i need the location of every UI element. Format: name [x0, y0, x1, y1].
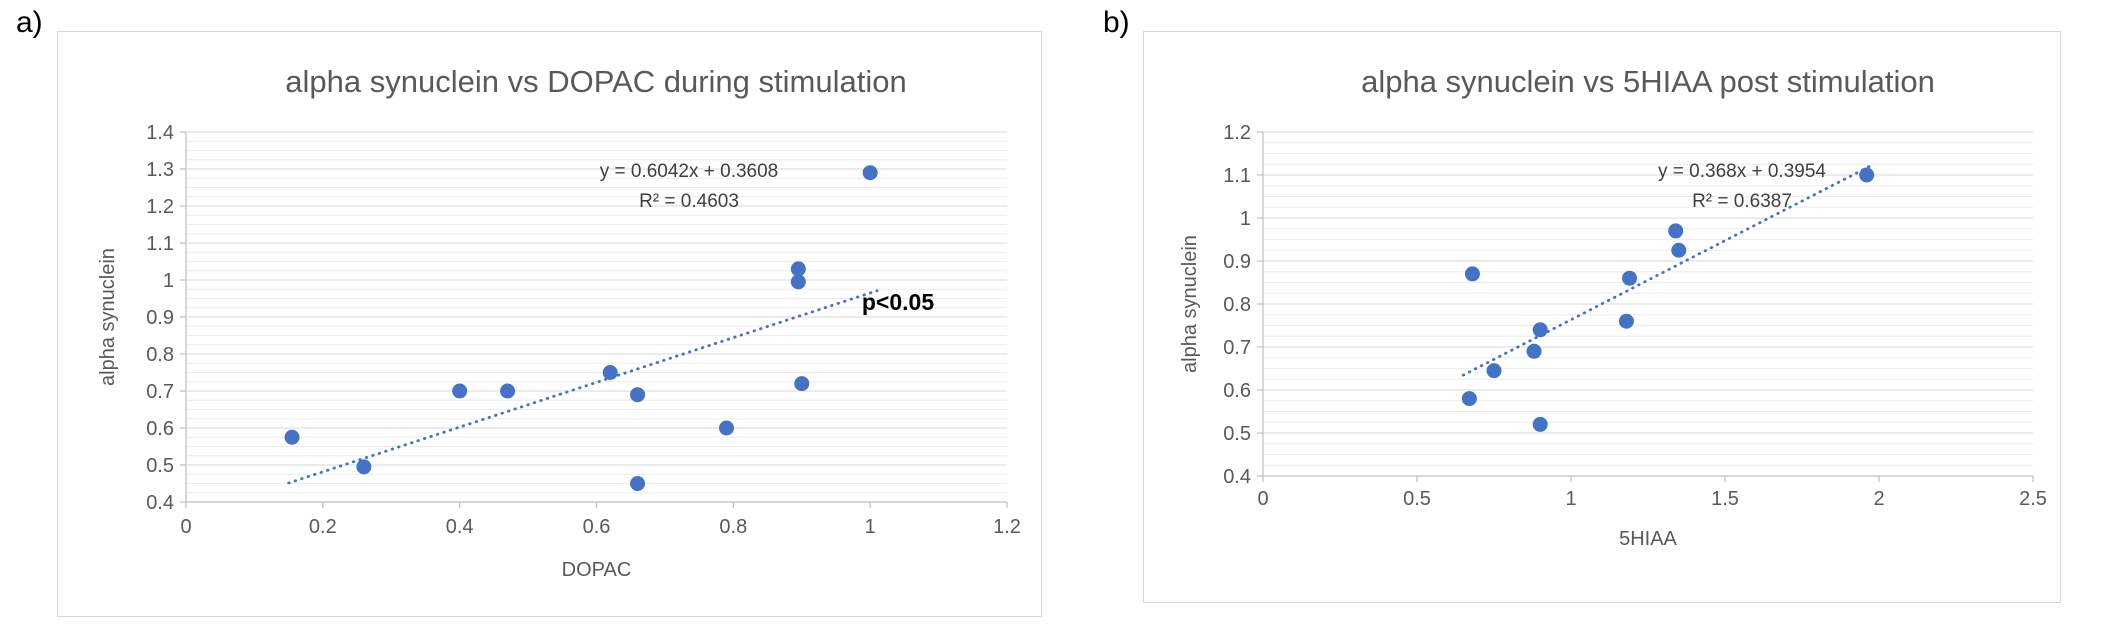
data-point	[1532, 416, 1548, 432]
equation-label: y = 0.368x + 0.3954	[1658, 161, 1826, 182]
data-point	[1668, 223, 1684, 239]
r-squared-label: R² = 0.4603	[639, 191, 739, 212]
equation-label: y = 0.6042x + 0.3608	[600, 161, 779, 182]
y-tick-label: 0.7	[1223, 337, 1251, 359]
data-point	[1464, 266, 1480, 282]
y-tick-label: 0.9	[1223, 251, 1251, 273]
y-tick-label: 1.2	[146, 196, 174, 218]
chart-title: alpha synuclein vs 5HIAA post stimulatio…	[1361, 64, 1935, 99]
y-tick-label: 0.4	[1223, 466, 1251, 488]
y-axis-title: alpha synuclein	[1179, 235, 1201, 373]
data-point	[602, 365, 618, 380]
y-tick-label: 0.5	[146, 455, 174, 477]
figure-label-b: b)	[1103, 6, 1130, 39]
data-point	[1622, 270, 1638, 286]
data-point	[790, 261, 806, 277]
trendline	[1461, 164, 1872, 377]
data-point	[1859, 167, 1875, 183]
y-tick-label: 1	[1240, 208, 1251, 230]
data-point	[718, 420, 734, 436]
x-tick-label: 0.2	[309, 516, 337, 538]
data-point	[284, 429, 300, 445]
data-point	[1461, 391, 1477, 407]
y-tick-label: 1.1	[146, 233, 174, 255]
x-axis-title: 5HIAA	[1619, 528, 1677, 550]
y-tick-label: 0.4	[146, 492, 174, 514]
chart-panel-a: 0.4 0.5 0.6 0.7 0.8 0.9 1 1.1 1.2 1.3 1.4 0 0.2 0.4 0.…	[57, 31, 1042, 617]
data-point	[1526, 343, 1542, 359]
data-point	[630, 387, 646, 403]
x-tick-label: 0	[1257, 488, 1268, 510]
scatter-chart-a: 0.4 0.5 0.6 0.7 0.8 0.9 1 1.1 1.2 1.3 1.4 0 0.2 0.4 0.…	[97, 64, 1021, 581]
y-tick-label: 0.6	[1223, 380, 1251, 402]
y-tick-label: 0.9	[146, 307, 174, 329]
y-axis-title: alpha synuclein	[97, 248, 119, 386]
data-point	[1532, 322, 1548, 338]
x-tick-label: 1.5	[1711, 488, 1739, 510]
significance-annotation: p<0.05	[862, 289, 934, 315]
chart-title: alpha synuclein vs DOPAC during stimulat…	[285, 64, 906, 99]
x-tick-label: 1	[865, 516, 876, 538]
data-point	[790, 274, 806, 290]
y-tick-label: 0.7	[146, 381, 174, 403]
y-tick-label: 0.5	[1223, 423, 1251, 445]
y-tick-label: 0.6	[146, 418, 174, 440]
x-tick-label: 2	[1873, 488, 1884, 510]
x-tick-label: 0.8	[719, 516, 747, 538]
y-tick-label: 0.8	[146, 344, 174, 366]
x-tick-label: 1	[1565, 488, 1576, 510]
data-point	[630, 476, 646, 491]
x-tick-label: 0.5	[1403, 488, 1431, 510]
chart-panel-b: 0.4 0.5 0.6 0.7 0.8 0.9 1 1.1 1.2 0 0.5 1 1.5 2 2.5 y =…	[1143, 31, 2061, 603]
y-tick-label: 0.8	[1223, 294, 1251, 316]
data-point	[1486, 363, 1502, 379]
data-point	[1671, 242, 1687, 258]
data-point	[1618, 313, 1634, 329]
y-tick-label: 1.2	[1223, 122, 1251, 144]
data-point	[794, 376, 810, 392]
x-axis-title: DOPAC	[562, 559, 632, 581]
y-tick-label: 1.1	[1223, 165, 1251, 187]
x-tick-label: 2.5	[2019, 488, 2047, 510]
x-tick-label: 0	[180, 516, 191, 538]
figure-label-a: a)	[16, 6, 43, 39]
x-tick-label: 0.4	[446, 516, 474, 538]
x-tick-label: 1.2	[993, 516, 1021, 538]
y-tick-label: 1.3	[146, 159, 174, 181]
data-point	[452, 383, 468, 399]
data-point	[500, 383, 516, 399]
scatter-chart-b: 0.4 0.5 0.6 0.7 0.8 0.9 1 1.1 1.2 0 0.5 1 1.5 2 2.5 y =…	[1179, 64, 2047, 550]
r-squared-label: R² = 0.6387	[1692, 191, 1792, 212]
data-point	[356, 459, 372, 475]
data-point	[862, 165, 878, 181]
y-tick-label: 1	[163, 270, 174, 292]
trendline	[287, 289, 879, 485]
x-tick-label: 0.6	[583, 516, 611, 538]
y-tick-label: 1.4	[146, 122, 174, 144]
